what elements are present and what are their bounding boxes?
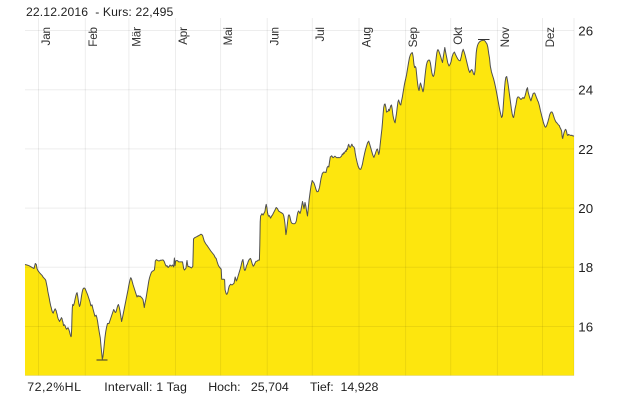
- svg-text:Apr: Apr: [177, 27, 190, 45]
- svg-text:20: 20: [578, 201, 593, 216]
- svg-text:18: 18: [578, 260, 593, 275]
- svg-text:Sep: Sep: [407, 27, 420, 48]
- svg-text:26: 26: [578, 23, 593, 38]
- svg-text:Okt: Okt: [452, 26, 465, 45]
- svg-text:Jun: Jun: [269, 27, 282, 45]
- svg-text:Nov: Nov: [499, 27, 512, 48]
- svg-text:Jan: Jan: [40, 27, 53, 45]
- svg-text:24: 24: [578, 83, 593, 98]
- svg-text:22: 22: [578, 142, 593, 157]
- svg-text:Feb: Feb: [87, 27, 100, 47]
- svg-text:Aug: Aug: [361, 27, 374, 47]
- svg-text:Dez: Dez: [544, 27, 557, 48]
- svg-text:Mär: Mär: [130, 27, 143, 47]
- svg-text:Mai: Mai: [222, 27, 235, 45]
- svg-text:Jul: Jul: [314, 27, 327, 41]
- svg-text:16: 16: [578, 319, 593, 334]
